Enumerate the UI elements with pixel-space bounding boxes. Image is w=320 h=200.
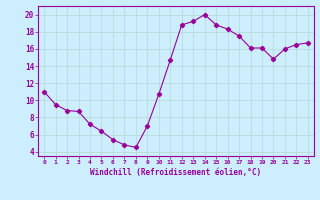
X-axis label: Windchill (Refroidissement éolien,°C): Windchill (Refroidissement éolien,°C) xyxy=(91,168,261,177)
